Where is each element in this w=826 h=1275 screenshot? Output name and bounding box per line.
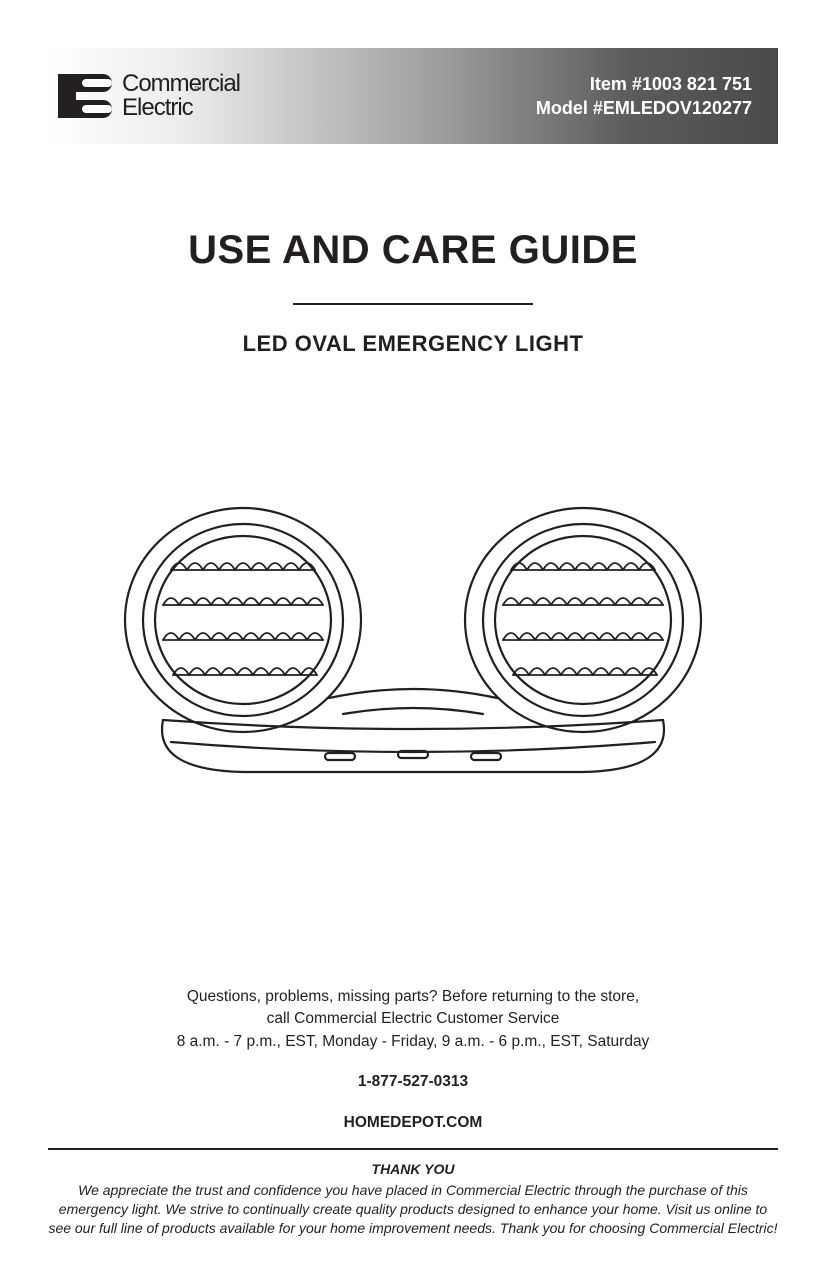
page-title: USE AND CARE GUIDE — [0, 228, 826, 273]
title-block: USE AND CARE GUIDE LED OVAL EMERGENCY LI… — [0, 228, 826, 357]
brand-line2: Electric™ — [122, 96, 240, 120]
header-item-model: Item #1003 821 751 Model #EMLEDOV120277 — [536, 72, 752, 121]
thanks-block: THANK YOU We appreciate the trust and co… — [48, 1160, 778, 1238]
contact-line3: 8 a.m. - 7 p.m., EST, Monday - Friday, 9… — [0, 1031, 826, 1053]
brand-tm: ™ — [194, 85, 201, 94]
contact-block: Questions, problems, missing parts? Befo… — [0, 986, 826, 1134]
thanks-body: We appreciate the trust and confidence y… — [48, 1181, 778, 1238]
thanks-heading: THANK YOU — [48, 1160, 778, 1179]
brand-logo-text: Commercial Electric™ — [122, 72, 240, 121]
footer-divider — [48, 1148, 778, 1150]
header-bar: Commercial Electric™ Item #1003 821 751 … — [48, 48, 778, 144]
model-number: Model #EMLEDOV120277 — [536, 96, 752, 120]
item-number: Item #1003 821 751 — [536, 72, 752, 96]
contact-phone: 1-877-527-0313 — [0, 1071, 826, 1093]
brand-line1: Commercial — [122, 72, 240, 96]
contact-website: HOMEDEPOT.COM — [0, 1112, 826, 1134]
title-divider — [293, 303, 533, 305]
contact-line1: Questions, problems, missing parts? Befo… — [0, 986, 826, 1008]
brand-logo-mark — [58, 72, 112, 120]
brand-logo: Commercial Electric™ — [58, 72, 240, 121]
product-illustration — [93, 480, 733, 795]
contact-line2: call Commercial Electric Customer Servic… — [0, 1008, 826, 1030]
page-subtitle: LED OVAL EMERGENCY LIGHT — [0, 331, 826, 357]
